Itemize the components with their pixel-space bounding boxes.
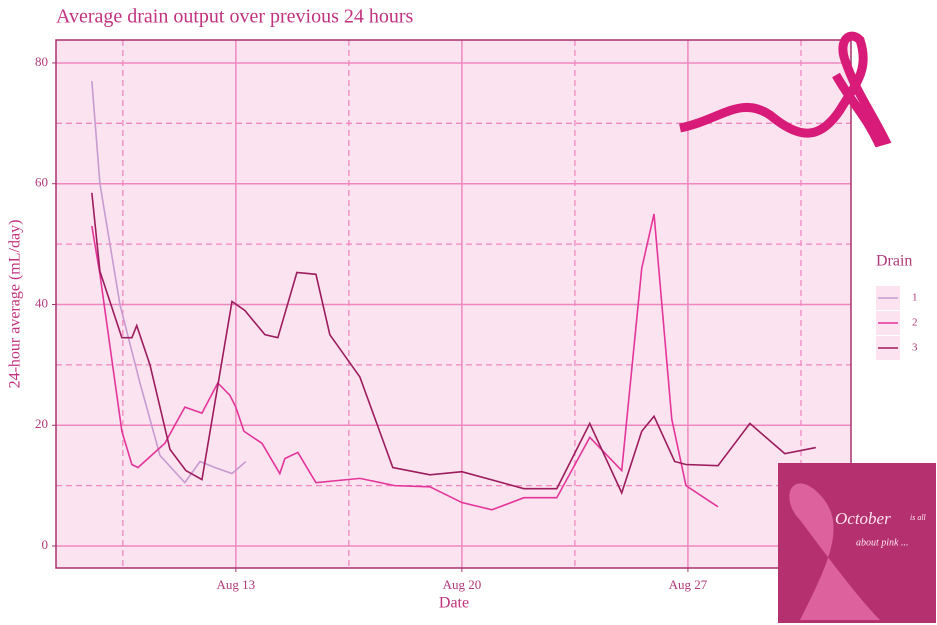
legend-label: 2 <box>912 317 918 329</box>
y-tick-label: 40 <box>35 295 48 310</box>
legend-label: 1 <box>912 292 918 304</box>
ribbon-top <box>679 31 892 148</box>
y-tick-label: 80 <box>35 54 48 69</box>
y-axis-title: 24-hour average (mL/day) <box>7 220 24 389</box>
legend-title: Drain <box>876 253 912 270</box>
legend-label: 3 <box>912 342 918 354</box>
lines <box>91 80 816 511</box>
card-text: about pink ... <box>856 537 909 548</box>
series-line <box>91 213 719 511</box>
x-tick-label: Aug 13 <box>217 577 256 592</box>
series-line <box>91 80 247 484</box>
card-text: October <box>835 509 891 528</box>
chart-title: Average drain output over previous 24 ho… <box>56 6 414 28</box>
y-tick-label: 20 <box>35 416 48 431</box>
card-text: is all <box>910 513 927 522</box>
y-tick-label: 0 <box>42 537 49 552</box>
x-tick-label: Aug 20 <box>443 577 482 592</box>
legend: Drain 1 2 3 <box>876 253 918 360</box>
x-axis-title: Date <box>439 595 469 612</box>
y-tick-label: 60 <box>35 175 48 190</box>
pink-card: October is all about pink ... <box>778 463 936 623</box>
series-line <box>91 192 816 496</box>
x-tick-label: Aug 27 <box>669 577 708 592</box>
